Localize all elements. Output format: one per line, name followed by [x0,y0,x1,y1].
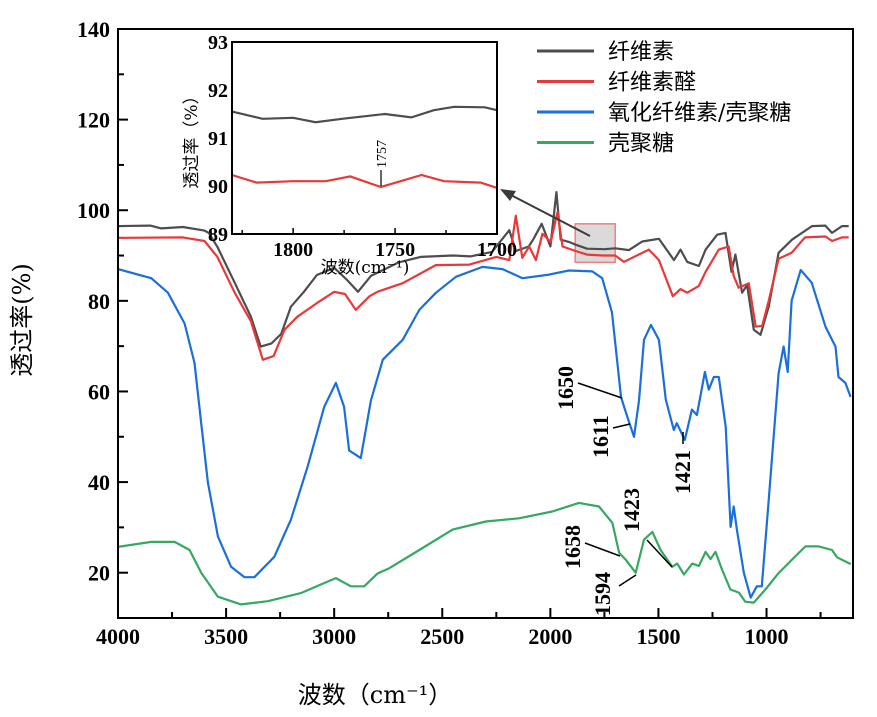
legend-label: 纤维素 [608,40,674,65]
annotation-1423: 1423 [619,488,644,532]
annotation-1658: 1658 [560,525,585,569]
inset-y-label: 透过率（%） [182,87,202,188]
y-tick-label: 80 [88,289,110,314]
y-axis-label: 透过率(%) [8,263,36,377]
series-line-3 [117,265,852,599]
inset-y-tick-label: 92 [208,80,228,102]
y-tick-label: 100 [77,198,110,223]
inset-y-tick-label: 93 [208,32,228,54]
annotation-line [646,539,673,568]
inset-series-line-2 [231,173,498,189]
annotation-line [584,542,621,557]
y-tick-label: 120 [77,108,110,133]
x-tick-label: 1000 [745,624,789,649]
legend-label: 壳聚糖 [608,132,674,157]
annotation-line [618,574,637,587]
inset-x-label: 波数(cm⁻¹) [321,258,410,278]
axes: 4000 3500 3000 2500 2000 1500 1000 20 40 60 80 100 1… [77,17,822,649]
inset-x-tick-label: 1800 [273,239,313,261]
inset-x-tick-label: 1700 [477,239,517,261]
inset-y-tick-label: 89 [208,224,228,246]
annotation-1611: 1611 [588,415,613,458]
inset-chart: 1800 1750 1700 89 90 91 92 93 波数(cm⁻¹) 透过率（%） 1… [182,32,517,278]
series-line-2 [117,210,849,361]
annotation-1650: 1650 [553,366,578,410]
inset-frame [231,41,498,235]
y-tick-label: 40 [88,470,110,495]
series-line-4 [117,501,852,606]
annotation-line [577,382,623,399]
inset-annotation-1757: 1757 [375,140,390,168]
annotation-line [612,423,631,429]
series-group [117,191,852,606]
y-tick-label: 60 [88,379,110,404]
x-tick-label: 3500 [204,624,248,649]
plot-frame [117,28,854,619]
inset-y-tick-label: 91 [208,128,228,150]
x-tick-label: 2000 [528,624,572,649]
y-tick-label: 140 [77,17,110,42]
inset-y-tick-label: 90 [208,176,228,198]
annotation-1421: 1421 [670,450,695,494]
legend-label: 纤维素醛 [608,71,696,96]
inset-pointer-arrow [504,191,591,237]
x-tick-label: 3000 [312,624,356,649]
inset-series-line-1 [231,105,498,124]
inset-x-tick-label: 1750 [375,239,415,261]
legend-label: 氧化纤维素/壳聚糖 [608,101,791,126]
x-axis-label: 波数（cm⁻¹） [298,681,453,709]
x-tick-label: 1500 [636,624,680,649]
y-tick-label: 20 [88,561,110,586]
arrow-head-icon [500,189,516,201]
annotation-1594: 1594 [590,572,615,616]
x-tick-label: 4000 [96,624,140,649]
x-tick-label: 2500 [420,624,464,649]
